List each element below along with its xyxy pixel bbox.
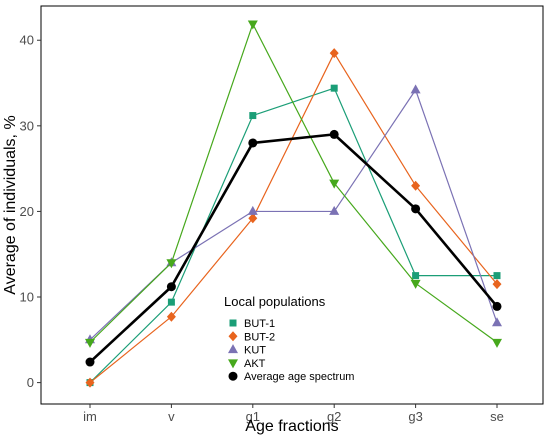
- y-tick-label: 30: [20, 118, 34, 133]
- data-point: [493, 272, 501, 280]
- plot-panel: [40, 5, 544, 405]
- x-tick-label: g1: [246, 409, 260, 424]
- series-line: [89, 133, 498, 364]
- legend-item: Average age spectrum: [228, 371, 354, 383]
- series-3: [85, 20, 502, 348]
- y-tick-label: 40: [20, 33, 34, 48]
- data-point: [412, 272, 420, 280]
- data-point: [410, 84, 421, 94]
- y-tick-label: 0: [27, 375, 34, 390]
- data-point: [167, 298, 175, 306]
- data-point: [166, 282, 176, 292]
- data-point: [330, 84, 338, 92]
- series-layer: [85, 20, 502, 388]
- y-axis: 0 10 20 30 40: [20, 33, 41, 390]
- series-line: [89, 23, 498, 343]
- x-tick-label: v: [168, 409, 175, 424]
- data-point: [248, 213, 258, 224]
- data-point: [492, 279, 502, 290]
- data-point: [411, 180, 421, 191]
- data-point: [410, 279, 421, 289]
- legend-key: [228, 371, 238, 381]
- legend-item: KUT: [228, 344, 266, 357]
- data-point: [85, 377, 95, 388]
- data-point: [329, 205, 340, 215]
- x-tick-label: se: [490, 409, 504, 424]
- series-4: [85, 129, 502, 367]
- legend-title: Local populations: [224, 294, 326, 309]
- data-point: [329, 48, 339, 59]
- series-line: [89, 87, 497, 384]
- legend-label: Average age spectrum: [244, 371, 354, 383]
- series-1: [85, 48, 502, 388]
- data-point: [411, 204, 421, 214]
- x-tick-label: im: [83, 409, 97, 424]
- data-point: [85, 357, 95, 367]
- x-axis: im v g1 g2 g3 se: [83, 404, 504, 424]
- legend-key: [229, 319, 237, 327]
- legend-key: [228, 331, 238, 342]
- data-point: [492, 338, 502, 348]
- data-point: [166, 311, 176, 322]
- data-point: [248, 138, 258, 148]
- data-point: [85, 338, 95, 348]
- legend-item: BUT-1: [229, 318, 275, 330]
- legend-label: KUT: [244, 345, 266, 357]
- data-point: [329, 179, 340, 189]
- legend-label: AKT: [244, 358, 266, 370]
- x-tick-label: g2: [327, 409, 341, 424]
- y-axis-title: Average of individuals, %: [2, 115, 19, 294]
- x-tick-label: g3: [408, 409, 422, 424]
- x-axis-title: Age fractions: [245, 418, 338, 435]
- legend-key: [228, 344, 238, 354]
- legend-label: BUT-2: [244, 331, 275, 343]
- data-point: [492, 317, 502, 327]
- legend-label: BUT-1: [244, 318, 275, 330]
- data-point: [329, 129, 339, 139]
- legend-item: AKT: [228, 358, 266, 370]
- y-tick-label: 20: [20, 204, 34, 219]
- y-tick-label: 10: [20, 290, 34, 305]
- data-point: [249, 112, 257, 120]
- series-line: [89, 52, 498, 384]
- data-point: [247, 20, 258, 30]
- legend-item: BUT-2: [228, 331, 275, 343]
- data-point: [492, 301, 502, 311]
- data-point: [166, 259, 177, 269]
- data-point: [247, 205, 258, 215]
- legend-key: [228, 359, 238, 369]
